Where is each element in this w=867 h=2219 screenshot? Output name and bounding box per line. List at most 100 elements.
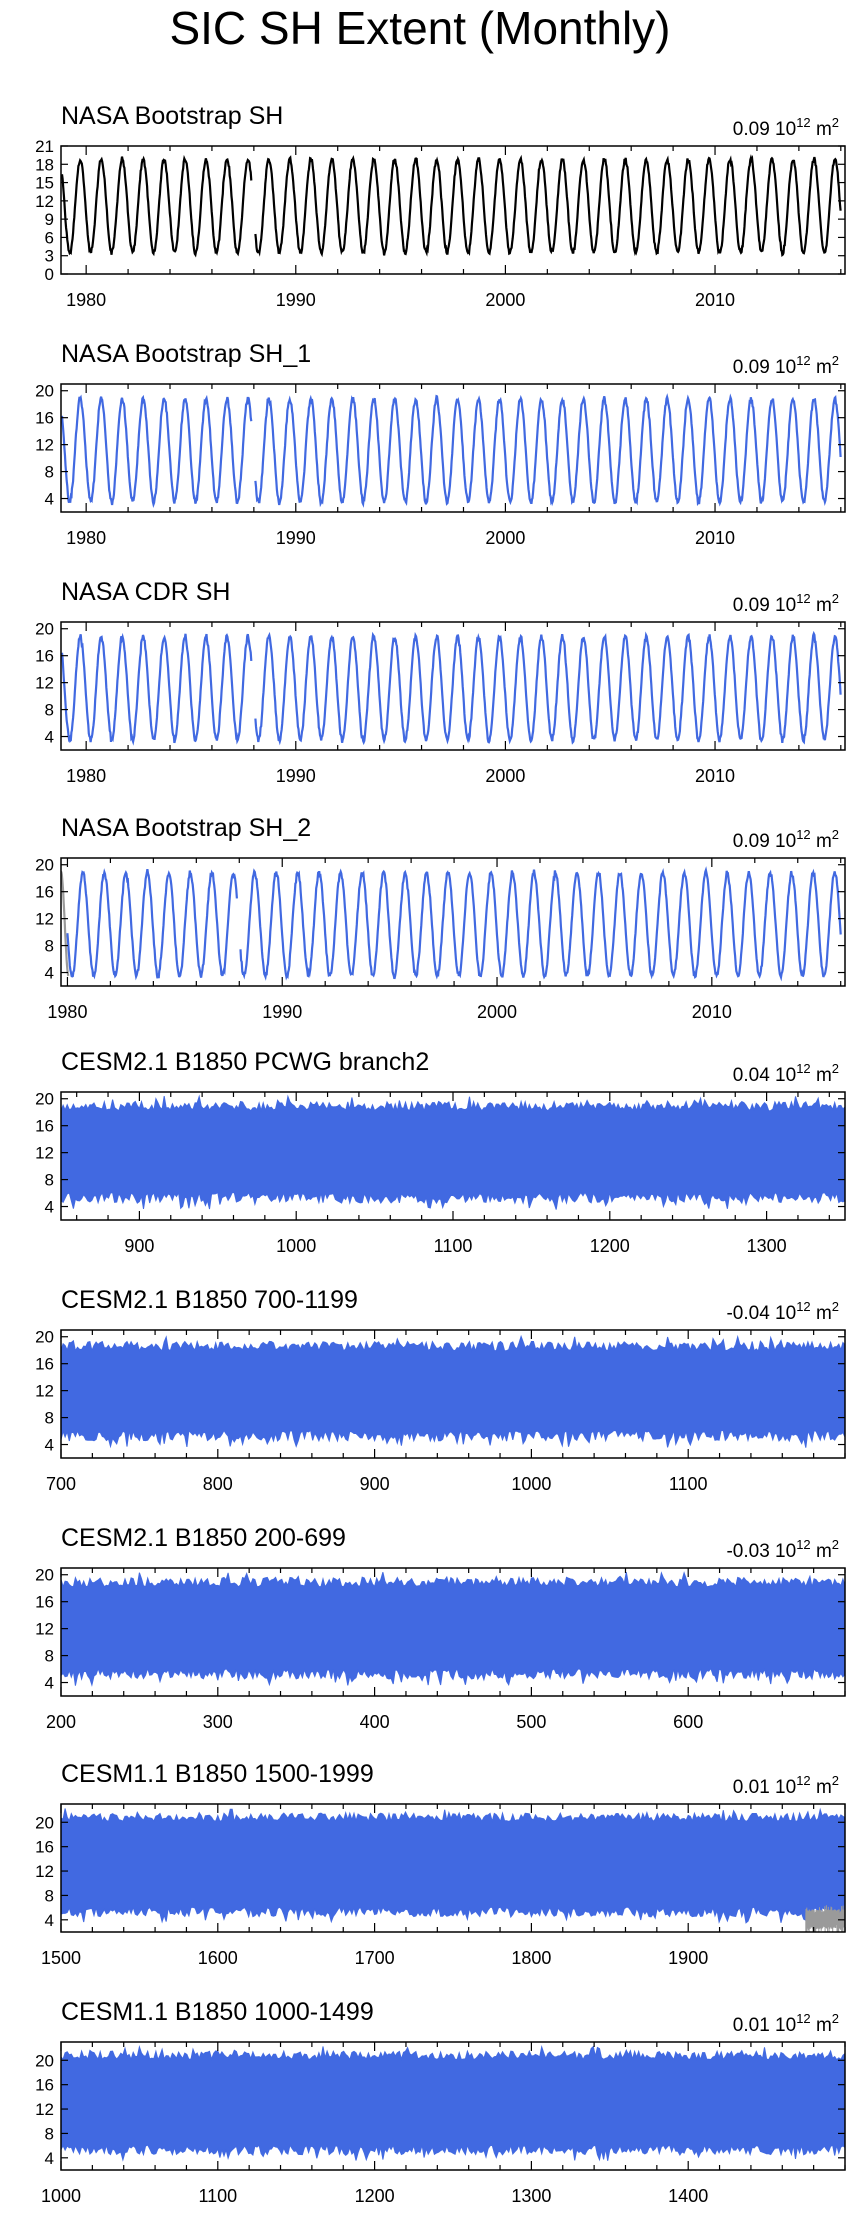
trend-label: 0.09 1012 m2 (733, 349, 839, 378)
x-tick-label: 1300 (747, 1236, 787, 1256)
y-tick-label: 4 (45, 1436, 54, 1455)
y-tick-label: 8 (45, 1647, 54, 1666)
trend-label: 0.04 1012 m2 (733, 1057, 839, 1086)
x-tick-label: 1600 (198, 1948, 238, 1968)
x-tick-label: 700 (46, 1474, 76, 1494)
series-band (61, 1094, 845, 1210)
x-tick-label: 800 (203, 1474, 233, 1494)
y-tick-label: 0 (45, 265, 54, 284)
y-tick-label: 4 (45, 490, 54, 509)
trend-label: 0.09 1012 m2 (733, 111, 839, 140)
panel-1: NASA Bootstrap SH 0.09 1012 m203691215182… (35, 102, 846, 310)
plot-area (61, 1571, 845, 1687)
y-tick-label: 4 (45, 728, 54, 747)
x-tick-label: 2000 (485, 766, 525, 786)
y-tick-label: 12 (35, 2100, 54, 2119)
plot-frame (60, 383, 846, 513)
x-tick-label: 400 (360, 1712, 390, 1732)
panel-7: CESM2.1 B1850 200-699 -0.03 1012 m2 4 8 12 16… (35, 1524, 846, 1732)
y-tick-label: 12 (35, 1382, 54, 1401)
y-tick-label: 16 (35, 1593, 54, 1612)
series-band (61, 1334, 845, 1449)
x-tick-label: 1000 (41, 2186, 81, 2206)
y-tick-label: 6 (45, 228, 54, 247)
plot-frame (60, 1329, 846, 1459)
y-tick-label: 12 (35, 910, 54, 929)
plot-area (61, 866, 842, 982)
plot-area (61, 1334, 845, 1449)
series-band (61, 1807, 845, 1924)
x-tick-label: 2010 (695, 290, 735, 310)
panel-title: NASA Bootstrap SH_1 (61, 340, 311, 368)
panel-3: NASA CDR SH 0.09 1012 m2 4 8 12 16 20 1980 1990 2… (35, 578, 846, 786)
y-tick-label: 20 (35, 1090, 54, 1109)
y-tick-label: 20 (35, 382, 54, 401)
panel-9: CESM1.1 B1850 1000-1499 0.01 1012 m2 4 8 12 1… (35, 1998, 846, 2206)
y-tick-label: 8 (45, 2124, 54, 2143)
x-tick-label: 1100 (669, 1474, 708, 1494)
series-line (61, 630, 842, 746)
panel-title: NASA CDR SH (61, 578, 230, 606)
panel-title: CESM2.1 B1850 200-699 (61, 1524, 346, 1552)
panel-4: NASA Bootstrap SH_2 0.09 1012 m2481216201… (35, 814, 846, 1022)
x-tick-label: 1980 (47, 1002, 87, 1022)
plot-frame (60, 857, 846, 987)
plot-frame (60, 1567, 846, 1697)
y-tick-label: 8 (45, 937, 54, 956)
y-tick-label: 4 (45, 964, 54, 983)
y-tick-label: 20 (35, 1328, 54, 1347)
y-tick-label: 4 (45, 1674, 54, 1693)
panel-title: NASA Bootstrap SH (61, 102, 283, 130)
plot-frame (60, 145, 846, 275)
plot-area (61, 1094, 845, 1210)
y-tick-label: 20 (35, 1566, 54, 1585)
trend-label: 0.01 1012 m2 (733, 2007, 839, 2036)
series-line (66, 866, 842, 982)
x-tick-label: 2000 (485, 290, 525, 310)
plot-frame (60, 2041, 846, 2171)
y-tick-label: 12 (35, 436, 54, 455)
figure-title: SIC SH Extent (Monthly) (169, 2, 670, 54)
series-line (61, 393, 842, 509)
x-tick-label: 1200 (355, 2186, 395, 2206)
x-tick-label: 2010 (695, 766, 735, 786)
plot-area (61, 1807, 845, 1932)
x-tick-label: 1000 (511, 1474, 551, 1494)
series-band (61, 1571, 845, 1687)
y-tick-label: 12 (35, 1862, 54, 1881)
x-tick-label: 1100 (434, 1236, 473, 1256)
y-tick-label: 20 (35, 1813, 54, 1832)
x-tick-label: 200 (46, 1712, 76, 1732)
x-tick-label: 1900 (668, 1948, 708, 1968)
y-tick-label: 20 (35, 856, 54, 875)
y-tick-label: 8 (45, 463, 54, 482)
series-band (61, 2044, 845, 2162)
panel-6: CESM2.1 B1850 700-1199 -0.04 1012 m2 4 8 12 1… (35, 1286, 846, 1494)
y-tick-label: 4 (45, 1911, 54, 1930)
panel-title: CESM1.1 B1850 1000-1499 (61, 1998, 374, 2026)
trend-label: 0.01 1012 m2 (733, 1769, 839, 1798)
x-tick-label: 1300 (511, 2186, 551, 2206)
y-tick-label: 21 (35, 137, 54, 156)
y-tick-label: 16 (35, 1355, 54, 1374)
y-tick-label: 4 (45, 1198, 54, 1217)
trend-label: 0.09 1012 m2 (733, 587, 839, 616)
x-tick-label: 1980 (66, 290, 106, 310)
y-tick-label: 3 (45, 247, 54, 266)
x-tick-label: 600 (673, 1712, 703, 1732)
y-tick-label: 16 (35, 647, 54, 666)
x-tick-label: 1980 (66, 766, 106, 786)
y-tick-label: 8 (45, 1409, 54, 1428)
panel-title: CESM1.1 B1850 1500-1999 (61, 1760, 374, 1788)
panels: NASA Bootstrap SH 0.09 1012 m203691215182… (35, 102, 846, 2206)
y-tick-label: 16 (35, 2076, 54, 2095)
x-tick-label: 2010 (692, 1002, 732, 1022)
y-tick-label: 12 (35, 192, 54, 211)
plot-frame (60, 621, 846, 751)
y-tick-label: 4 (45, 2149, 54, 2168)
trend-label: 0.09 1012 m2 (733, 823, 839, 852)
y-tick-label: 8 (45, 1171, 54, 1190)
x-tick-label: 500 (516, 1712, 546, 1732)
y-tick-label: 20 (35, 620, 54, 639)
